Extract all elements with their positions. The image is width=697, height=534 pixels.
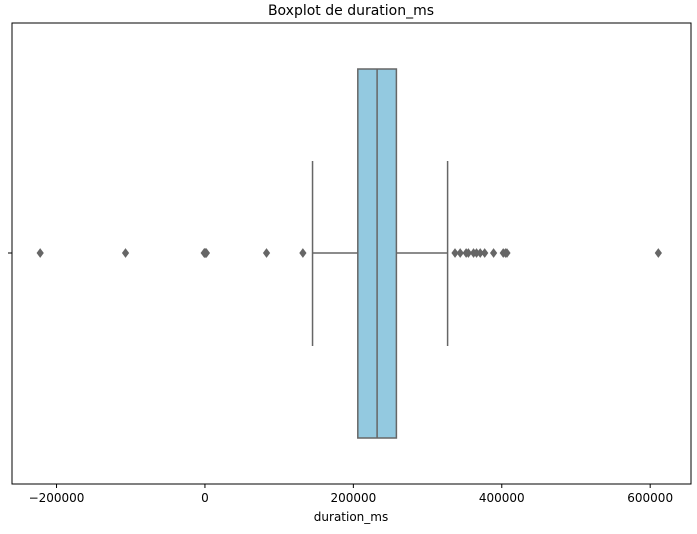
outlier-point <box>36 248 44 258</box>
x-tick-label: −200000 <box>29 491 85 505</box>
outlier-point <box>451 248 459 258</box>
outlier-point <box>202 248 211 258</box>
x-axis: −200000 0 200000 400000 600000 <box>8 22 692 505</box>
outlier-point <box>464 248 473 258</box>
outlier-point <box>262 248 271 258</box>
outlier-point <box>503 248 511 258</box>
outlier-point <box>121 248 130 258</box>
x-axis-label: duration_ms <box>314 510 388 524</box>
x-tick-label: 200000 <box>330 491 376 505</box>
x-tick-label: 400000 <box>479 491 525 505</box>
chart-title: Boxplot de duration_ms <box>268 3 434 19</box>
x-tick-label: 0 <box>201 491 209 505</box>
outlier-point <box>489 248 498 258</box>
outlier-point <box>456 248 464 258</box>
outlier-point <box>481 248 489 258</box>
outlier-point <box>654 248 662 258</box>
plot-area <box>36 68 662 439</box>
x-tick-label: 600000 <box>627 491 673 505</box>
outlier-point <box>299 248 307 258</box>
